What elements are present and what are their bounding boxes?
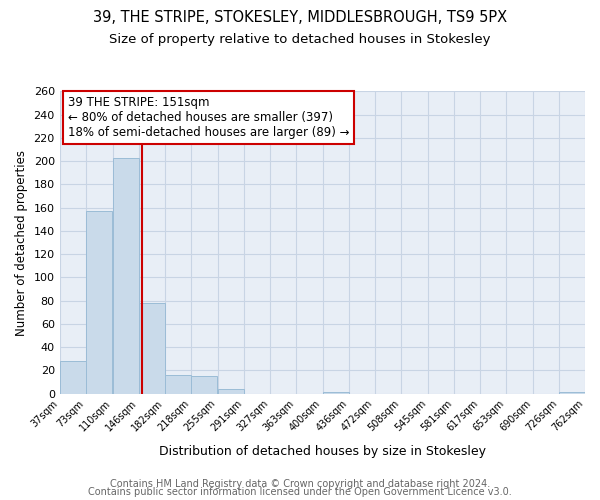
Bar [218,389,244,394]
Text: 39 THE STRIPE: 151sqm
← 80% of detached houses are smaller (397)
18% of semi-det: 39 THE STRIPE: 151sqm ← 80% of detached … [68,96,349,139]
Bar [86,211,112,394]
Bar [191,376,217,394]
Bar [165,375,191,394]
Y-axis label: Number of detached properties: Number of detached properties [15,150,28,336]
Bar [59,361,86,394]
Text: Contains HM Land Registry data © Crown copyright and database right 2024.: Contains HM Land Registry data © Crown c… [110,479,490,489]
Bar [323,392,349,394]
Bar [139,303,165,394]
Bar [559,392,585,394]
Bar [113,158,139,394]
Text: 39, THE STRIPE, STOKESLEY, MIDDLESBROUGH, TS9 5PX: 39, THE STRIPE, STOKESLEY, MIDDLESBROUGH… [93,10,507,25]
Text: Contains public sector information licensed under the Open Government Licence v3: Contains public sector information licen… [88,487,512,497]
Text: Size of property relative to detached houses in Stokesley: Size of property relative to detached ho… [109,32,491,46]
X-axis label: Distribution of detached houses by size in Stokesley: Distribution of detached houses by size … [159,444,486,458]
